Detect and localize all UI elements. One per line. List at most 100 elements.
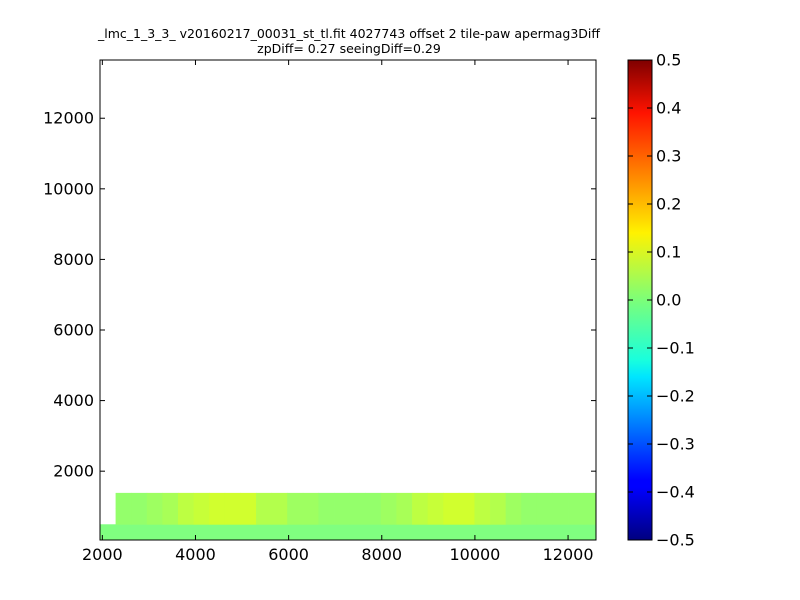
heatmap-cell [193,492,210,509]
heatmap-cell [131,492,148,509]
chart-title-line2: zpDiff= 0.27 seeingDiff=0.29 [257,41,441,56]
heatmap-cell [240,524,257,540]
x-tick-label: 12000 [543,545,594,564]
heatmap-cell [302,524,319,540]
x-tick-label: 10000 [449,545,500,564]
colorbar-tick-label: 0.3 [656,147,681,166]
heatmap-cell [583,524,596,540]
heatmap-cell [146,492,163,509]
heatmap-cell [271,508,288,525]
heatmap-cell [256,492,273,509]
heatmap-cell [474,508,491,525]
heatmap-cell [318,508,335,525]
heatmap-cell [349,508,366,525]
heatmap-cell [178,508,195,525]
heatmap-cell [568,508,585,525]
colorbar-axis: 0.5 0.4 0.3 0.2 0.1 0.0 −0.1 −0.2 −0.3 −0.4 −0.5 [628,51,695,550]
y-tick-label: 4000 [53,391,94,410]
heatmap-cell [334,508,351,525]
heatmap-cell [209,492,226,509]
chart-title-line1: _lmc_1_3_3_ v20160217_00031_st_tl.fit 40… [97,26,600,41]
heatmap-cell [380,524,397,540]
heatmap-cell [131,524,148,540]
y-tick-label: 12000 [43,109,94,128]
heatmap-cell [334,524,351,540]
heatmap-cell [287,524,304,540]
y-tick-label: 8000 [53,250,94,269]
heatmap-cell [552,508,569,525]
colorbar-tick-label: −0.4 [656,483,695,502]
colorbar-tick-label: −0.5 [656,531,695,550]
heatmap-cell [287,508,304,525]
heatmap-cell [256,508,273,525]
colorbar-tick-label: 0.5 [656,51,681,70]
heatmap-cell [505,492,522,509]
heatmap-cell [115,492,132,509]
heatmap-cell [162,508,179,525]
heatmap-cell [396,524,413,540]
heatmap-cell [115,524,132,540]
heatmap-cell [427,524,444,540]
heatmap-cell [318,524,335,540]
heatmap-cell [427,492,444,509]
heatmap-cell [302,508,319,525]
heatmap-cell [396,508,413,525]
heatmap-cell [505,508,522,525]
colorbar-tick-label: −0.1 [656,339,695,358]
colorbar-tick-label: −0.2 [656,387,695,406]
heatmap-cell [380,508,397,525]
colorbar-tick-label: −0.3 [656,435,695,454]
heatmap-cell [521,524,538,540]
heatmap-cell [193,508,210,525]
x-tick-label: 4000 [175,545,216,564]
heatmap-cell [349,524,366,540]
heatmap-cell [365,524,382,540]
heatmap-cell [583,492,596,509]
y-axis: 2000 4000 6000 8000 10000 12000 [43,109,596,481]
heatmap-cell [240,508,257,525]
x-tick-label: 8000 [361,545,402,564]
heatmap-cell [536,492,553,509]
heatmap-cell [271,524,288,540]
heatmap-cell [521,508,538,525]
colorbar-tick-label: 0.2 [656,195,681,214]
heatmap-cell [162,492,179,509]
x-tick-label: 2000 [82,545,123,564]
heatmap-cell [536,524,553,540]
heatmap-cell [162,524,179,540]
heatmap-cell [380,492,397,509]
heatmap-cell [474,524,491,540]
heatmap-cell [178,524,195,540]
heatmap-cell [256,524,273,540]
heatmap-cell [536,508,553,525]
heatmap-cell [224,524,241,540]
heatmap-cell [193,524,210,540]
heatmap-cell [568,492,585,509]
heatmap-cell [396,492,413,509]
heatmap-cell [318,492,335,509]
heatmap-cells [100,492,596,540]
heatmap-cell [224,492,241,509]
heatmap-cell [412,492,429,509]
heatmap-cell [521,492,538,509]
heatmap-cell [583,508,596,525]
heatmap-cell [568,524,585,540]
heatmap-cell [334,492,351,509]
heatmap-cell [427,508,444,525]
colorbar-tick-label: 0.4 [656,99,681,118]
heatmap-cell [302,492,319,509]
heatmap-cell [412,524,429,540]
x-axis: 2000 4000 6000 8000 10000 12000 [82,60,594,564]
heatmap-cell [505,524,522,540]
heatmap-cell [178,492,195,509]
y-tick-label: 6000 [53,321,94,340]
heatmap-cell [458,524,475,540]
heatmap-cell [474,492,491,509]
heatmap-cell [131,508,148,525]
x-tick-label: 6000 [268,545,309,564]
heatmap-cell [490,524,507,540]
heatmap-cell [287,492,304,509]
heatmap-cell [240,492,257,509]
heatmap-cell [552,492,569,509]
